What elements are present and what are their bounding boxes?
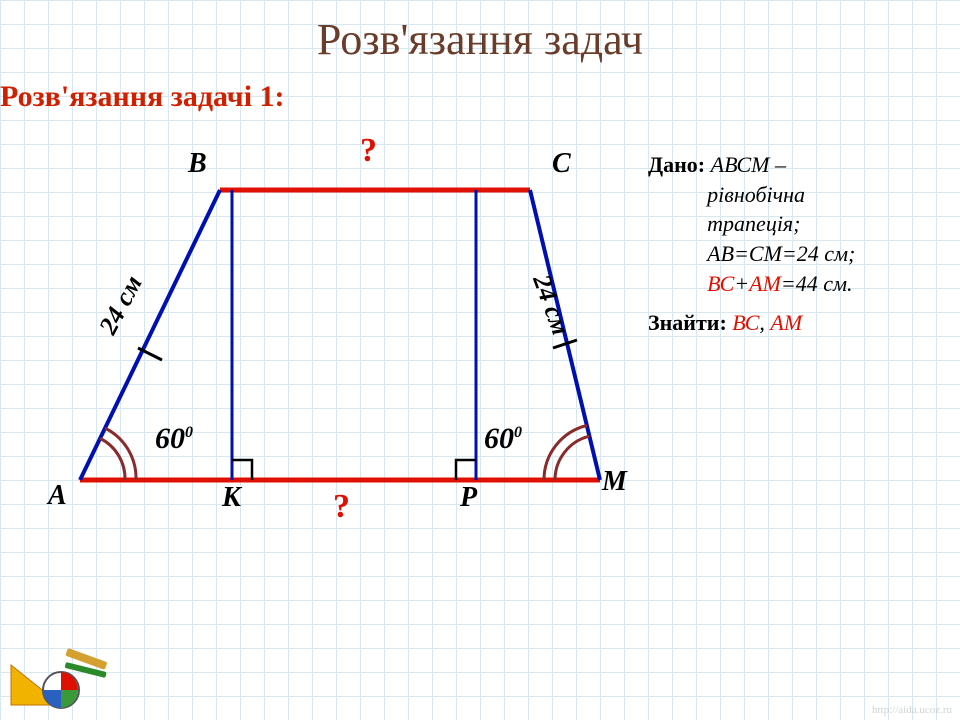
question-mark-bottom: ? [333, 488, 350, 526]
given-heading: Дано: [648, 152, 705, 177]
angle-label-M: 600 [484, 422, 522, 456]
find-heading: Знайти: [648, 310, 727, 335]
angle-M-sup: 0 [514, 424, 522, 441]
point-label-K: К [222, 482, 241, 514]
angle-M-value: 60 [484, 422, 514, 455]
angle-label-A: 600 [155, 422, 193, 456]
angle-arc-M1 [555, 436, 589, 480]
stationery-icon [6, 640, 116, 714]
segment-AB [80, 190, 220, 480]
given-line4: АВ=СМ=24 см; [707, 241, 855, 266]
find-sep: , [759, 310, 770, 335]
find-block: Знайти: ВС, АМ [648, 310, 802, 336]
find-bc: ВС [732, 310, 759, 335]
given-line5-am: АМ [749, 271, 781, 296]
question-mark-top: ? [360, 132, 377, 170]
footer-url: http://aida.ucoz.ru [872, 704, 952, 716]
point-label-C: С [552, 148, 571, 180]
given-line5-bc: ВС [707, 271, 734, 296]
angle-arc-A1 [100, 438, 125, 480]
given-line3: трапеція; [707, 211, 800, 236]
given-line1: АВСМ – [711, 152, 786, 177]
given-block: Дано: АВСМ – Дано: рівнобічна Дано: трап… [648, 150, 948, 298]
geometry-diagram [0, 0, 960, 720]
given-line2: рівнобічна [707, 182, 805, 207]
given-line5-plus: + [734, 271, 749, 296]
right-angle-K [232, 460, 252, 480]
angle-A-sup: 0 [185, 424, 193, 441]
slide: Розв'язання задач Розв'язання задачі 1: … [0, 0, 960, 720]
angle-arc-A2 [105, 428, 136, 480]
right-angle-P [456, 460, 476, 480]
point-label-A: А [48, 480, 67, 512]
point-label-B: В [188, 148, 207, 180]
point-label-M: М [602, 466, 627, 498]
point-label-P: Р [460, 482, 477, 514]
find-am: АМ [770, 310, 802, 335]
angle-A-value: 60 [155, 422, 185, 455]
given-line5-tail: =44 см. [781, 271, 853, 296]
